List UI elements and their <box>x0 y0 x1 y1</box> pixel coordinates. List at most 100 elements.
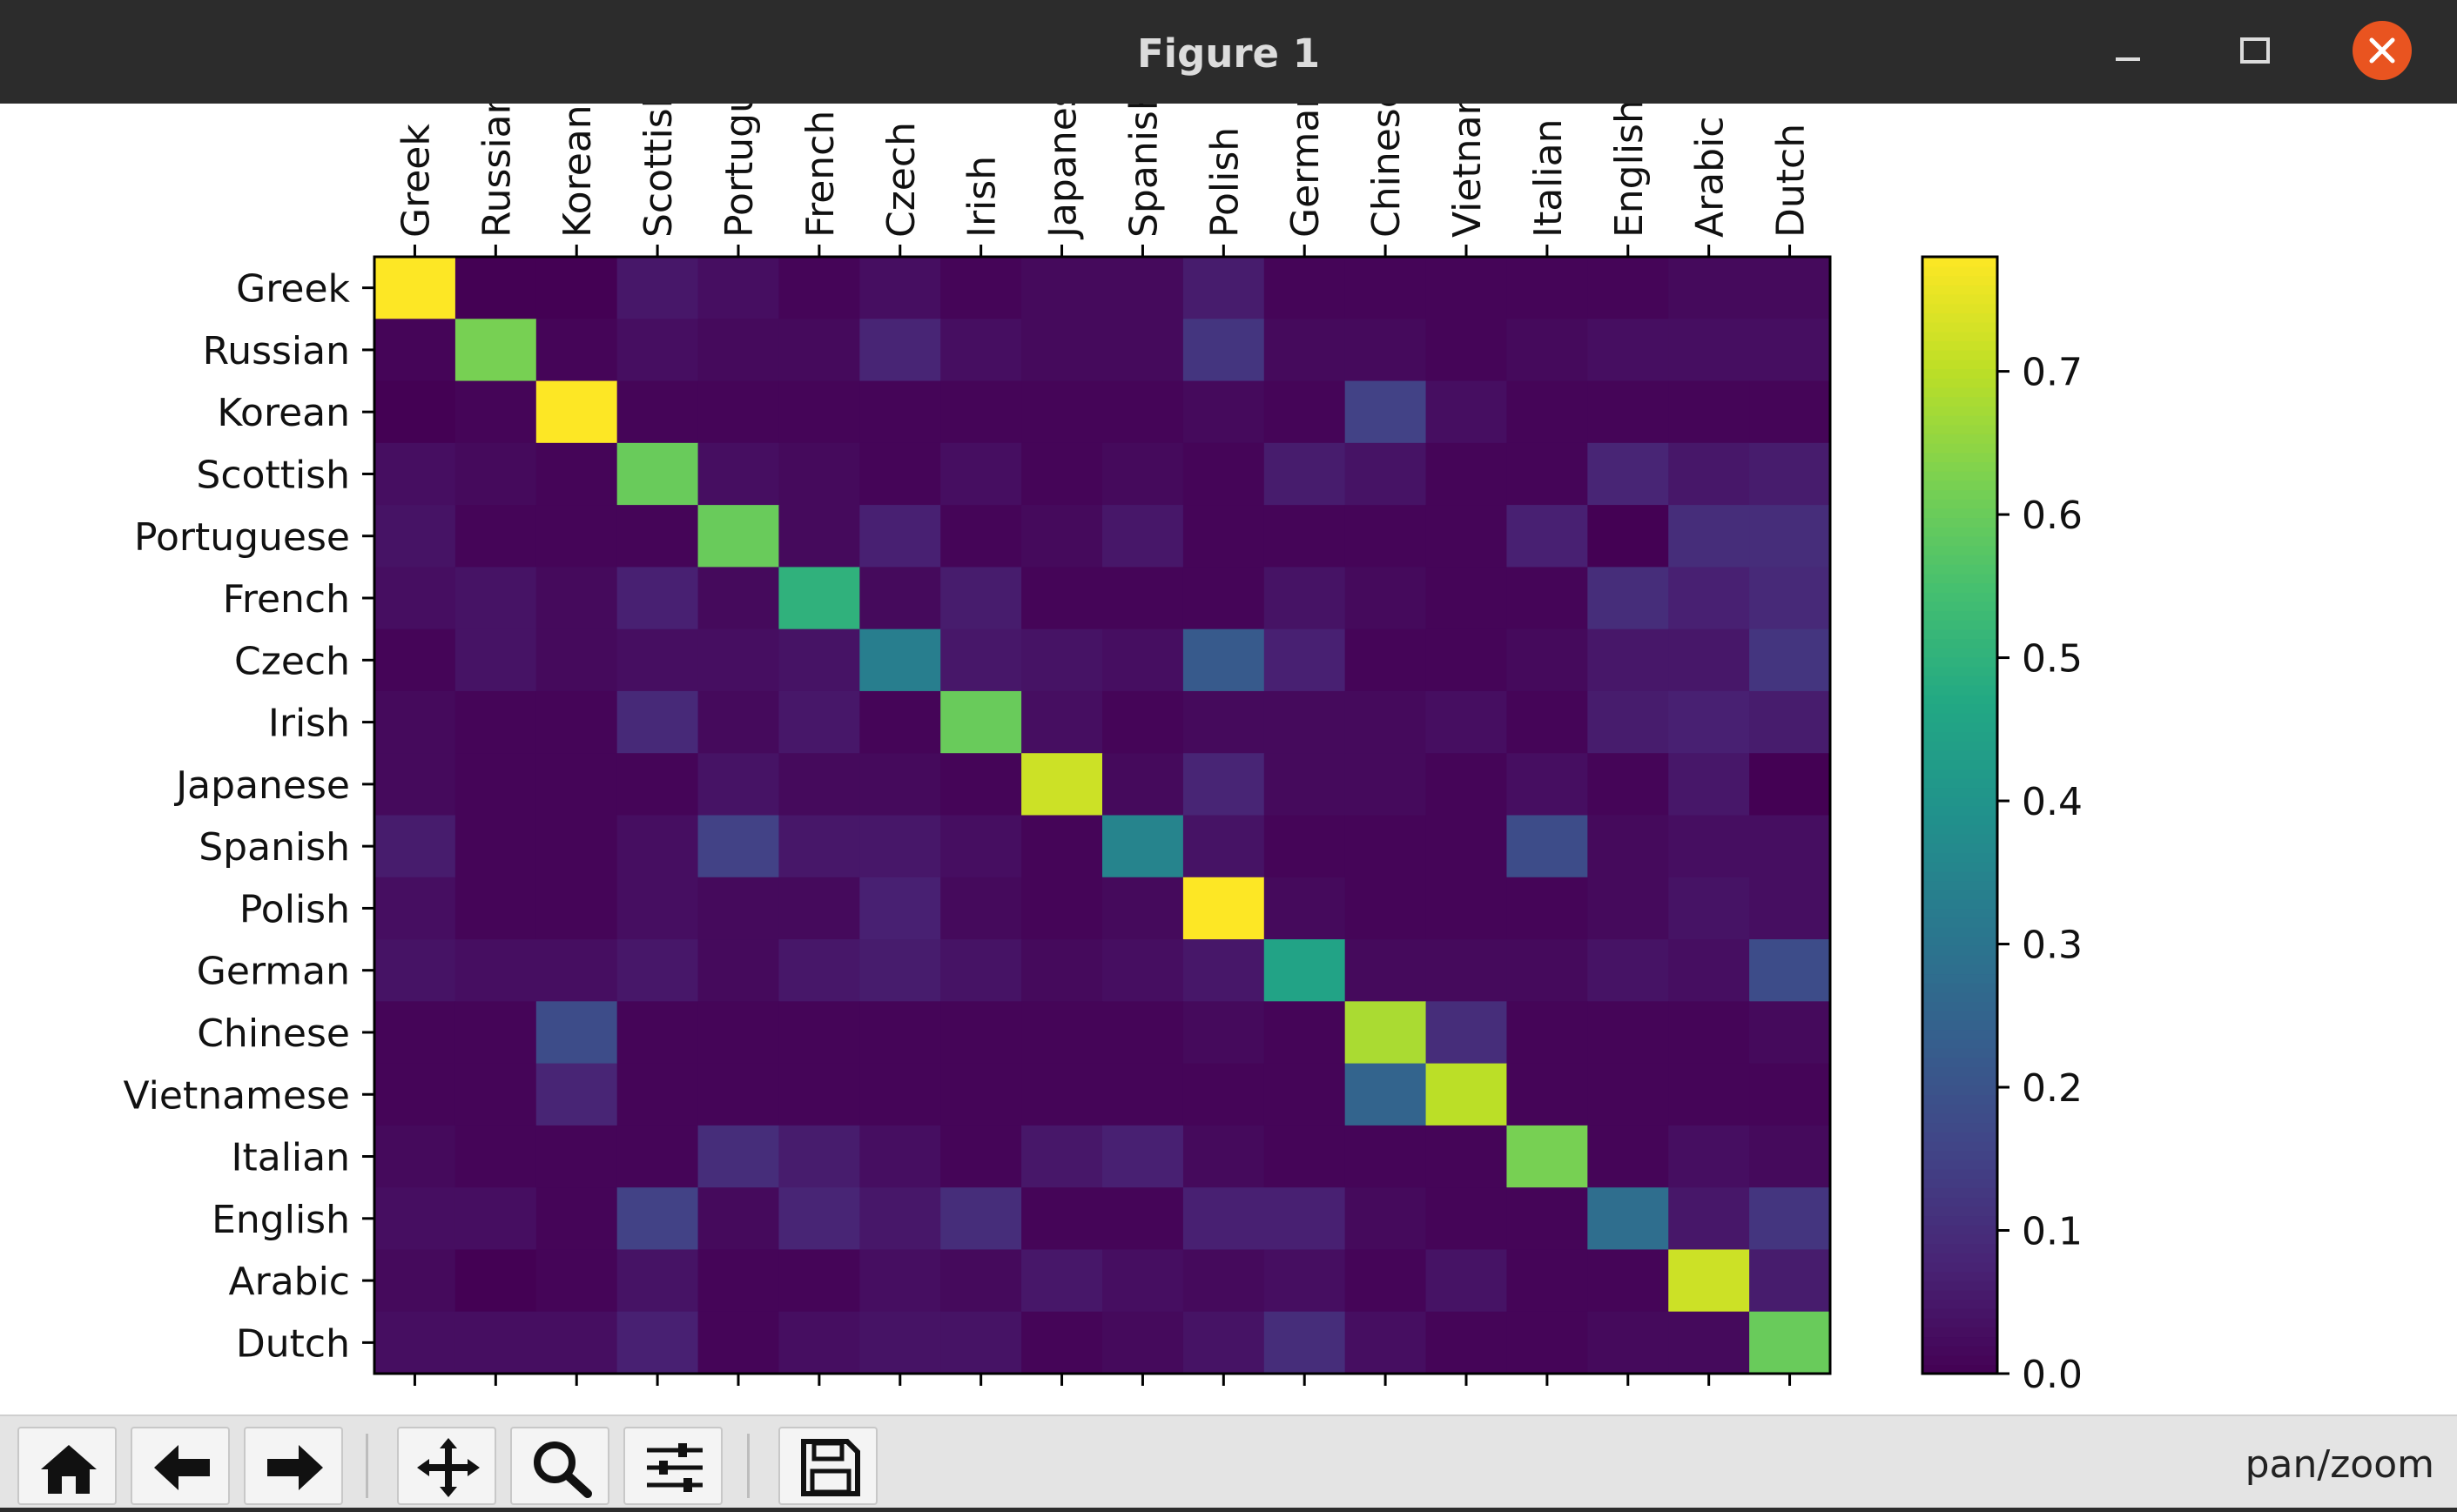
heatmap-cell[interactable] <box>1749 505 1831 568</box>
heatmap-cell[interactable] <box>1425 1001 1508 1065</box>
heatmap-cell[interactable] <box>374 753 456 816</box>
heatmap-cell[interactable] <box>1749 939 1831 1002</box>
heatmap-cell[interactable] <box>1182 628 1265 692</box>
heatmap-cell[interactable] <box>454 505 537 568</box>
heatmap-cell[interactable] <box>1344 380 1427 444</box>
heatmap-cell[interactable] <box>1668 1249 1750 1313</box>
heatmap-cell[interactable] <box>1506 1187 1588 1251</box>
heatmap-cell[interactable] <box>1102 939 1184 1002</box>
heatmap-cell[interactable] <box>1344 1311 1427 1374</box>
heatmap-cell[interactable] <box>1425 815 1508 878</box>
heatmap-cell[interactable] <box>1425 939 1508 1002</box>
heatmap-cell[interactable] <box>1587 877 1669 940</box>
heatmap-cell[interactable] <box>1021 442 1103 506</box>
heatmap-cell[interactable] <box>374 1311 456 1374</box>
heatmap-cell[interactable] <box>1749 319 1831 382</box>
heatmap-cell[interactable] <box>1506 505 1588 568</box>
heatmap-cell[interactable] <box>940 1311 1022 1374</box>
heatmap-cell[interactable] <box>454 1249 537 1313</box>
heatmap-cell[interactable] <box>454 1063 537 1126</box>
heatmap-cell[interactable] <box>1021 1001 1103 1065</box>
heatmap-cell[interactable] <box>1021 1063 1103 1126</box>
heatmap-cell[interactable] <box>1182 319 1265 382</box>
heatmap-cell[interactable] <box>1263 1311 1346 1374</box>
heatmap-cell[interactable] <box>940 1125 1022 1188</box>
heatmap-cell[interactable] <box>1344 1001 1427 1065</box>
heatmap-cell[interactable] <box>1506 442 1588 506</box>
heatmap-cell[interactable] <box>1344 505 1427 568</box>
heatmap-cell[interactable] <box>1668 442 1750 506</box>
heatmap-cell[interactable] <box>1425 442 1508 506</box>
heatmap-cell[interactable] <box>1182 1311 1265 1374</box>
heatmap-cell[interactable] <box>697 1249 780 1313</box>
heatmap-cell[interactable] <box>616 1311 699 1374</box>
heatmap-cell[interactable] <box>535 1187 618 1251</box>
heatmap-cell[interactable] <box>940 939 1022 1002</box>
heatmap-cell[interactable] <box>1587 628 1669 692</box>
heatmap-cell[interactable] <box>535 628 618 692</box>
heatmap-cell[interactable] <box>1587 753 1669 816</box>
heatmap-cell[interactable] <box>1102 815 1184 878</box>
heatmap-cell[interactable] <box>374 1187 456 1251</box>
heatmap-cell[interactable] <box>697 257 780 319</box>
heatmap-cell[interactable] <box>859 1001 941 1065</box>
maximize-button[interactable] <box>2225 21 2285 80</box>
heatmap-cell[interactable] <box>1587 1063 1669 1126</box>
heatmap-cell[interactable] <box>697 505 780 568</box>
heatmap-cell[interactable] <box>1668 815 1750 878</box>
heatmap-cell[interactable] <box>697 628 780 692</box>
heatmap-cell[interactable] <box>1263 877 1346 940</box>
heatmap-cell[interactable] <box>1182 877 1265 940</box>
heatmap-cell[interactable] <box>859 753 941 816</box>
heatmap-cell[interactable] <box>1102 567 1184 630</box>
heatmap-cell[interactable] <box>1506 567 1588 630</box>
heatmap-cell[interactable] <box>778 380 860 444</box>
heatmap-cell[interactable] <box>1749 1001 1831 1065</box>
heatmap-cell[interactable] <box>1425 628 1508 692</box>
heatmap-cell[interactable] <box>616 1063 699 1126</box>
heatmap-cell[interactable] <box>1587 257 1669 319</box>
heatmap-cell[interactable] <box>1182 939 1265 1002</box>
heatmap-cell[interactable] <box>778 505 860 568</box>
heatmap-cell[interactable] <box>1587 1249 1669 1313</box>
heatmap-cell[interactable] <box>454 1125 537 1188</box>
heatmap-cell[interactable] <box>454 753 537 816</box>
heatmap-cell[interactable] <box>1344 690 1427 754</box>
heatmap-cell[interactable] <box>616 567 699 630</box>
heatmap-cell[interactable] <box>1749 815 1831 878</box>
heatmap-cell[interactable] <box>374 939 456 1002</box>
heatmap-cell[interactable] <box>940 628 1022 692</box>
heatmap-cell[interactable] <box>1506 628 1588 692</box>
heatmap-cell[interactable] <box>1182 1125 1265 1188</box>
heatmap-cell[interactable] <box>1587 319 1669 382</box>
heatmap-cell[interactable] <box>374 257 456 319</box>
heatmap-cell[interactable] <box>1182 442 1265 506</box>
heatmap-cell[interactable] <box>697 753 780 816</box>
heatmap-cell[interactable] <box>1749 753 1831 816</box>
heatmap-cell[interactable] <box>1263 815 1346 878</box>
heatmap-cell[interactable] <box>1182 257 1265 319</box>
heatmap-cell[interactable] <box>1263 753 1346 816</box>
heatmap-cell[interactable] <box>1668 690 1750 754</box>
save-button[interactable] <box>778 1427 878 1505</box>
heatmap-cell[interactable] <box>859 257 941 319</box>
heatmap-cell[interactable] <box>1668 257 1750 319</box>
heatmap-cell[interactable] <box>1344 1187 1427 1251</box>
heatmap-cell[interactable] <box>616 939 699 1002</box>
heatmap-cell[interactable] <box>1425 1249 1508 1313</box>
heatmap-cell[interactable] <box>1506 753 1588 816</box>
heatmap-cell[interactable] <box>940 442 1022 506</box>
heatmap-cell[interactable] <box>454 380 537 444</box>
heatmap-cell[interactable] <box>940 753 1022 816</box>
heatmap-cell[interactable] <box>1263 1187 1346 1251</box>
heatmap-cell[interactable] <box>940 1063 1022 1126</box>
heatmap-cell[interactable] <box>1749 1311 1831 1374</box>
heatmap-cell[interactable] <box>1506 815 1588 878</box>
title-bar[interactable]: Figure 1 <box>0 0 2457 104</box>
heatmap-cell[interactable] <box>778 877 860 940</box>
heatmap-cell[interactable] <box>1344 939 1427 1002</box>
heatmap-cell[interactable] <box>535 877 618 940</box>
heatmap-cell[interactable] <box>1749 1125 1831 1188</box>
heatmap-cell[interactable] <box>1102 442 1184 506</box>
heatmap-cell[interactable] <box>940 690 1022 754</box>
